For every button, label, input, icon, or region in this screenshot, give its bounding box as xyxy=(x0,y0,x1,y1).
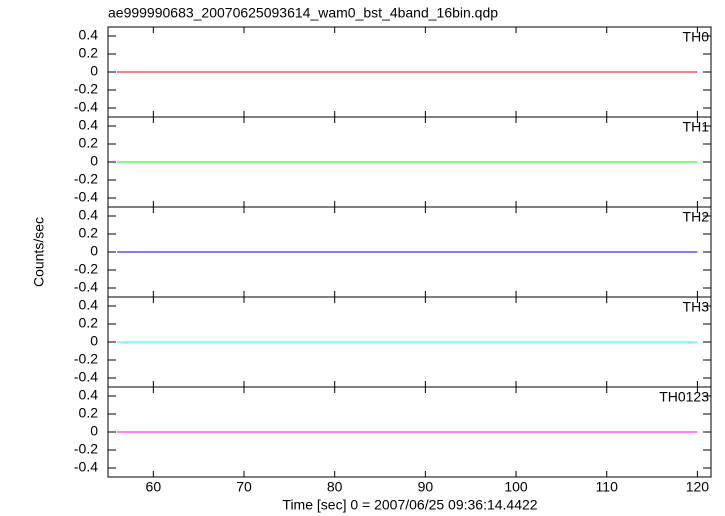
x-tick-label: 70 xyxy=(236,479,252,495)
y-tick-label: 0 xyxy=(90,63,98,79)
y-tick-label: 0 xyxy=(90,153,98,169)
y-tick-label: 0 xyxy=(90,243,98,259)
y-tick-label: 0.2 xyxy=(79,45,99,61)
panel-label: TH3 xyxy=(683,299,710,315)
panel-label: TH2 xyxy=(683,209,710,225)
x-axis-label: Time [sec] 0 = 2007/06/25 09:36:14.4422 xyxy=(282,497,537,513)
y-tick-label: 0.2 xyxy=(79,315,99,331)
y-axis-label: Counts/sec xyxy=(31,217,47,287)
y-tick-label: 0.4 xyxy=(79,117,99,133)
y-tick-label: 0.4 xyxy=(79,207,99,223)
panel-label: TH0123 xyxy=(659,389,709,405)
panel-label: TH0 xyxy=(683,29,710,45)
x-tick-label: 80 xyxy=(327,479,343,495)
y-tick-label: -0.4 xyxy=(74,369,98,385)
y-tick-label: 0 xyxy=(90,333,98,349)
y-tick-label: -0.2 xyxy=(74,171,98,187)
panel-label: TH1 xyxy=(683,119,710,135)
y-tick-label: 0.4 xyxy=(79,297,99,313)
y-tick-label: -0.4 xyxy=(74,279,98,295)
x-tick-label: 110 xyxy=(596,479,619,495)
y-tick-label: -0.2 xyxy=(74,441,98,457)
y-tick-label: 0.4 xyxy=(79,387,99,403)
y-tick-label: -0.2 xyxy=(74,81,98,97)
y-tick-label: -0.4 xyxy=(74,99,98,115)
y-tick-label: -0.4 xyxy=(74,189,98,205)
y-tick-label: -0.4 xyxy=(74,459,98,475)
y-tick-label: 0 xyxy=(90,423,98,439)
y-tick-label: 0.2 xyxy=(79,405,99,421)
y-tick-label: -0.2 xyxy=(74,261,98,277)
y-tick-label: 0.2 xyxy=(79,135,99,151)
chart-title: ae999990683_20070625093614_wam0_bst_4ban… xyxy=(108,5,498,21)
x-tick-label: 120 xyxy=(686,479,710,495)
y-tick-label: -0.2 xyxy=(74,351,98,367)
y-tick-label: 0.4 xyxy=(79,27,99,43)
x-tick-label: 100 xyxy=(504,479,528,495)
x-tick-label: 60 xyxy=(146,479,162,495)
x-tick-label: 90 xyxy=(418,479,434,495)
y-tick-label: 0.2 xyxy=(79,225,99,241)
